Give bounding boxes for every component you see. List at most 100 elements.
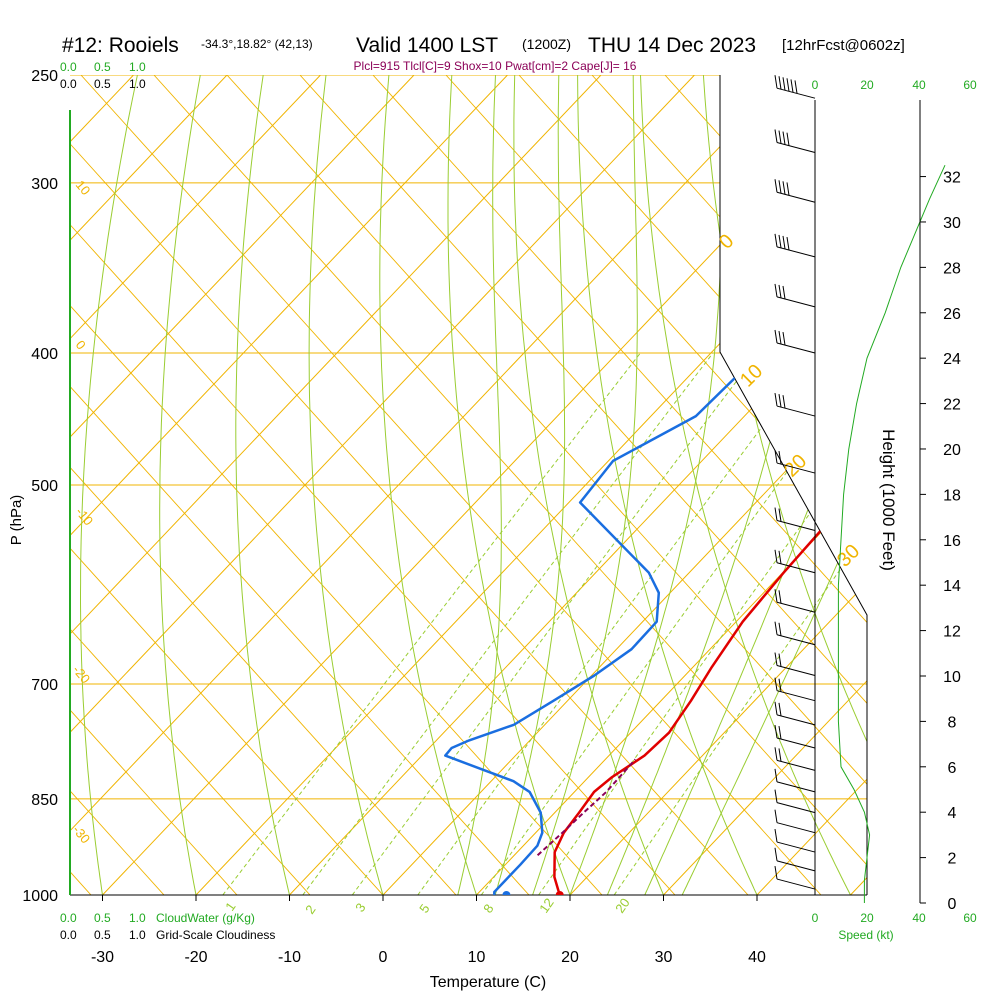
isotherm-label-right: 10 bbox=[736, 360, 767, 391]
height-tick-label: 16 bbox=[943, 533, 961, 550]
moist-adiabat-16 bbox=[532, 75, 638, 895]
speed-top-20: 20 bbox=[860, 78, 874, 92]
barb-flag bbox=[774, 329, 778, 344]
dry-adiabat--20 bbox=[159, 75, 206, 895]
cloudwater-label: CloudWater (g/Kg) bbox=[156, 911, 255, 925]
reverse-line-26 bbox=[80, 75, 822, 895]
barb-staff bbox=[776, 759, 816, 771]
wind-barb bbox=[774, 847, 816, 872]
speed-top-40: 40 bbox=[912, 78, 926, 92]
mixing-ratio-1 bbox=[222, 352, 641, 895]
reverse-line-38 bbox=[957, 75, 1000, 895]
speed-label: Speed (kt) bbox=[838, 928, 893, 942]
barb-flag bbox=[774, 549, 778, 563]
barb-flag bbox=[782, 332, 786, 346]
height-tick-label: 0 bbox=[948, 896, 957, 913]
p-tick-label: 400 bbox=[31, 346, 58, 363]
moist-adiabat-20 bbox=[569, 75, 723, 895]
title-valid: Valid 1400 LST bbox=[356, 34, 498, 57]
title-coords: -34.3°,18.82° (42,13) bbox=[201, 37, 313, 51]
height-tick-label: 14 bbox=[943, 578, 961, 595]
reverse-line-21 bbox=[70, 75, 457, 895]
barb-staff bbox=[776, 520, 816, 532]
wind-barb bbox=[774, 179, 816, 203]
cloud-top-green-1: 0.5 bbox=[94, 60, 111, 74]
dry-adiabat-80 bbox=[825, 75, 867, 895]
height-tick-label: 30 bbox=[943, 215, 961, 232]
barb-flag bbox=[778, 702, 782, 716]
barb-flag bbox=[774, 865, 778, 880]
reverse-line-20 bbox=[70, 75, 384, 895]
wind-barb bbox=[774, 747, 816, 771]
moist-adiabat-12 bbox=[494, 75, 566, 895]
barb-flag bbox=[786, 236, 790, 251]
x-axis-title: Temperature (C) bbox=[430, 974, 546, 991]
p-tick-label: 700 bbox=[31, 677, 58, 694]
title-main: #12: Rooiels bbox=[62, 34, 179, 57]
barb-flag bbox=[782, 131, 786, 145]
barb-flag bbox=[778, 678, 782, 692]
x-tick-label: 10 bbox=[468, 949, 486, 966]
moist-adiabat-24 bbox=[606, 75, 822, 895]
barb-flag bbox=[790, 79, 794, 93]
cloud-bottom-black-1: 0.5 bbox=[94, 928, 111, 942]
isotherm--10 bbox=[289, 75, 867, 895]
dry-adiabat-10 bbox=[379, 75, 487, 895]
cloudiness-label: Grid-Scale Cloudiness bbox=[156, 928, 275, 942]
barb-staff bbox=[776, 246, 816, 258]
speed-bottom-60: 60 bbox=[963, 911, 977, 925]
cloud-top-black-0: 0.0 bbox=[60, 77, 77, 91]
speed-top-60: 60 bbox=[963, 78, 977, 92]
mixing-ratio-2 bbox=[302, 352, 714, 895]
reverse-line-18 bbox=[70, 75, 238, 895]
barb-flag bbox=[778, 653, 782, 667]
isotherm--70 bbox=[70, 75, 508, 895]
barb-flag bbox=[774, 652, 778, 666]
barb-flag bbox=[786, 78, 790, 92]
barb-flag bbox=[774, 621, 778, 635]
height-tick-label: 10 bbox=[943, 669, 961, 686]
dry-adiabat-60 bbox=[701, 75, 867, 895]
moist-adiabat-8 bbox=[457, 75, 502, 895]
subtitle-indices: Plcl=915 Tlcl[C]=9 Shox=10 Pwat[cm]=2 Ca… bbox=[354, 59, 637, 73]
p-tick-label: 850 bbox=[31, 792, 58, 809]
barb-flag bbox=[782, 77, 786, 91]
barb-flag bbox=[778, 394, 782, 408]
x-tick-label: 0 bbox=[379, 949, 388, 966]
cloud-bottom-black-2: 1.0 bbox=[129, 928, 146, 942]
wind-barb bbox=[774, 789, 816, 814]
height-tick-label: 18 bbox=[943, 487, 961, 504]
barb-staff bbox=[776, 87, 816, 99]
reverse-line-19 bbox=[70, 75, 311, 895]
barb-staff bbox=[776, 405, 816, 417]
barb-flag bbox=[778, 234, 782, 249]
barb-flag bbox=[778, 180, 782, 194]
height-tick-label: 4 bbox=[948, 805, 957, 822]
isotherm-label-right: 0 bbox=[715, 230, 738, 253]
wind-barbs bbox=[774, 75, 816, 895]
barb-flag bbox=[774, 392, 778, 407]
height-tick-label: 24 bbox=[943, 351, 961, 368]
barb-flag bbox=[786, 132, 790, 146]
cloud-scale-top: 0.0 0.5 1.0 0.0 0.5 1.0 bbox=[60, 60, 146, 91]
barb-flag bbox=[774, 589, 778, 603]
barb-flag bbox=[782, 235, 786, 250]
dry-adiabat--10 bbox=[235, 75, 298, 895]
barb-flag bbox=[774, 449, 778, 464]
barb-flag bbox=[778, 330, 782, 345]
isotherm-30 bbox=[663, 75, 867, 895]
reverse-line-27 bbox=[153, 75, 867, 895]
dry-adiabat-0 bbox=[308, 75, 392, 895]
barb-staff bbox=[776, 462, 816, 474]
barb-flag bbox=[782, 181, 786, 195]
barb-flag bbox=[774, 747, 778, 761]
wind-barb bbox=[774, 865, 816, 890]
mixing-ratio-20 bbox=[613, 352, 867, 895]
barb-flag bbox=[778, 622, 782, 636]
p-tick-label: 300 bbox=[31, 176, 58, 193]
barb-staff bbox=[776, 296, 816, 308]
barb-flag bbox=[782, 395, 786, 409]
height-tick-label: 6 bbox=[948, 760, 957, 777]
wind-barb bbox=[774, 589, 816, 613]
